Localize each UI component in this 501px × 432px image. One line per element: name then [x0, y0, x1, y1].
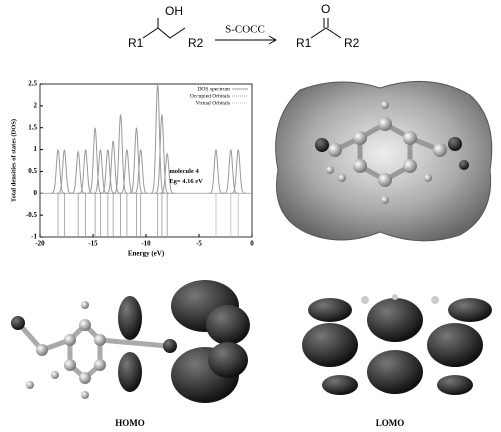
dos-chart: -20 -15 -10 -5 0 -1 -0.5 0 0.5 1 1.5 2 2.5 Energy (eV…	[10, 80, 254, 258]
product-r2: R2	[344, 36, 360, 50]
product-group: O	[321, 2, 330, 16]
annotation: Eg= 4.16 eV	[169, 178, 203, 185]
x-tick-label: -10	[141, 240, 151, 248]
lomo-orbital	[302, 294, 492, 395]
figure: OH R1 R2 S-COCC O R1 R2 -20 -15 -10 -5 0 -1 -0…	[0, 0, 501, 432]
homo-label: HOMO	[115, 418, 145, 428]
legend-label: DOS spectrum	[197, 86, 230, 92]
reactant-group: OH	[165, 4, 183, 18]
reagent: S-COCC	[225, 24, 265, 36]
y-axis-label: Total densities of states (DOS)	[10, 119, 17, 202]
x-tick-label: 0	[250, 240, 254, 248]
legend-label: Virtual Orbitals	[196, 100, 230, 106]
reactant-bonds	[143, 28, 185, 38]
lomo-label: LOMO	[376, 418, 405, 428]
reactant-r2: R2	[188, 36, 204, 50]
y-tick-label: 1.5	[28, 123, 37, 131]
esp-map	[276, 81, 492, 240]
y-tick-label: 2.5	[28, 80, 37, 88]
dos-peak	[133, 150, 148, 194]
legend-label: Occupied Orbitals	[190, 93, 230, 99]
y-tick-label: 1	[34, 145, 38, 153]
plot-frame	[40, 84, 252, 237]
homo-orbital	[11, 280, 250, 403]
reactant-r1: R1	[128, 36, 144, 50]
x-axis-label: Energy (eV)	[128, 250, 165, 258]
x-tick-label: -5	[196, 240, 202, 248]
y-tick-label: 0	[34, 189, 38, 197]
x-tick-label: -20	[35, 240, 45, 248]
dos-peak	[88, 128, 103, 194]
dos-peak	[120, 150, 135, 194]
dos-peak	[209, 150, 224, 194]
y-tick-label: -1	[31, 233, 37, 241]
x-tick-label: -15	[88, 240, 98, 248]
y-tick-label: -0.5	[26, 211, 38, 219]
product-bonds	[311, 28, 341, 38]
annotation: molecule 4	[169, 168, 199, 175]
y-tick-label: 2	[34, 101, 38, 109]
product-r1: R1	[296, 36, 312, 50]
y-tick-label: 0.5	[28, 167, 37, 175]
